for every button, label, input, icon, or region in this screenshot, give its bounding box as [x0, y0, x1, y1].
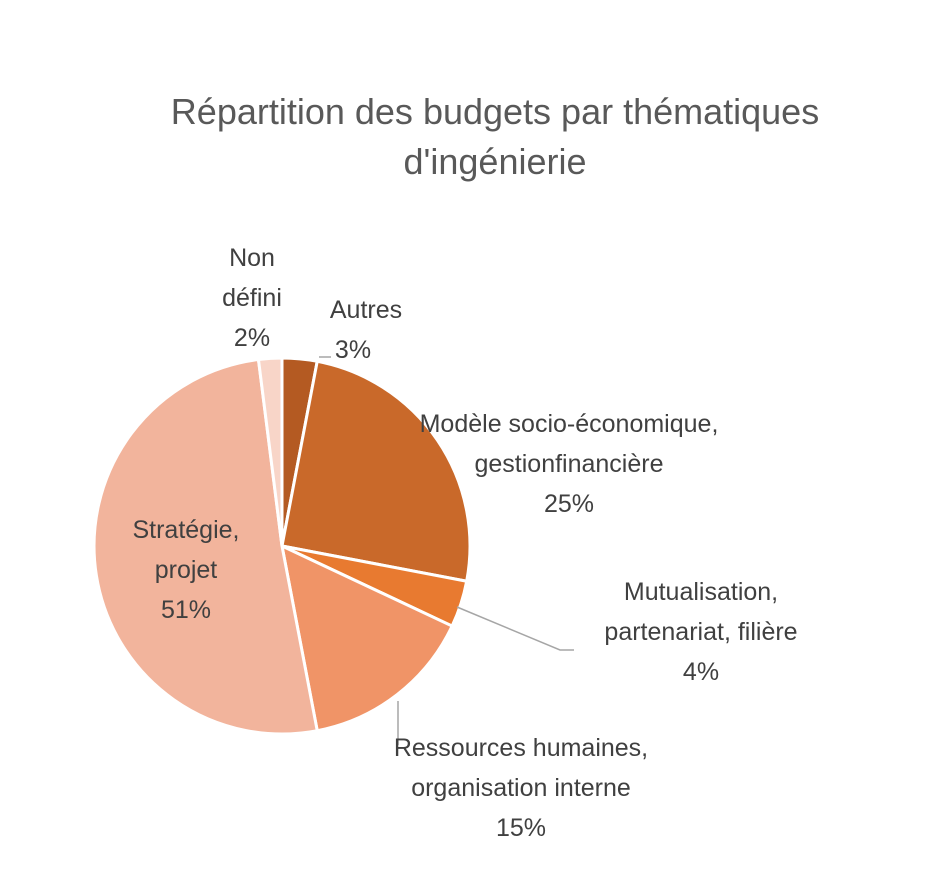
data-label-percent: 25%: [544, 490, 594, 518]
data-label: Autres 3%: [330, 296, 402, 364]
data-label-category: Mutualisation,: [624, 578, 778, 606]
data-label-percent: 2%: [234, 324, 270, 352]
data-label-percent: 3%: [335, 336, 371, 364]
data-label-category: Stratégie,: [132, 516, 239, 544]
leader-line: [456, 606, 574, 651]
data-label: Modèle socio-économique, gestionfinancièr…: [420, 410, 719, 518]
data-label-category: Autres: [330, 296, 402, 324]
data-label-category: organisation interne: [411, 774, 631, 802]
data-label: Ressources humaines, organisation interne…: [394, 734, 648, 842]
chart-title-line: d'ingénierie: [403, 141, 586, 182]
data-label-percent: 4%: [683, 658, 719, 686]
data-label-category: partenariat, filière: [604, 618, 797, 646]
data-label-category: Non: [229, 244, 275, 272]
data-label: Non défini 2%: [222, 244, 282, 352]
data-label-category: défini: [222, 284, 282, 312]
chart-title-line: Répartition des budgets par thématiques: [171, 91, 819, 132]
chart-title: Répartition des budgets par thématiques d…: [171, 91, 819, 182]
pie-slice: [256, 356, 284, 547]
pie-slice: [279, 543, 455, 733]
data-label-category: projet: [155, 556, 218, 584]
pie-slice: [92, 357, 319, 736]
data-labels: Autres 3% Modèle socio-économique, gestionf…: [132, 244, 797, 842]
pie-slice: [280, 359, 472, 583]
leader-lines: [319, 356, 574, 745]
data-label: Mutualisation, partenariat, filière 4%: [604, 578, 797, 686]
data-label: Stratégie, projet 51%: [132, 516, 239, 624]
data-label-percent: 15%: [496, 814, 546, 842]
data-label-category: Ressources humaines,: [394, 734, 648, 762]
pie-slices: [92, 356, 472, 736]
data-label-category: Modèle socio-économique,: [420, 410, 719, 438]
data-label-percent: 51%: [161, 596, 211, 624]
data-label-category: gestionfinancière: [474, 450, 663, 478]
